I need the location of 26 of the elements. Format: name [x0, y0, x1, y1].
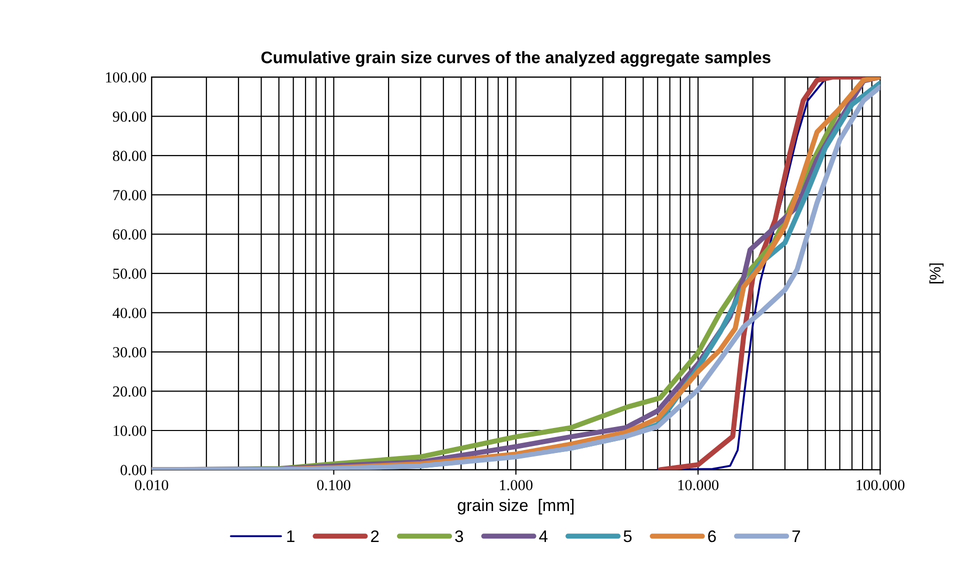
y-tick-label: 100.00 [106, 72, 146, 83]
y-tick-label: 40.00 [112, 308, 146, 318]
y-tick-label: 10.00 [114, 426, 146, 436]
x-tick-label: 10.000 [678, 480, 718, 490]
legend-label: 3 [455, 530, 464, 542]
y-tick-label: 20.00 [113, 386, 146, 397]
legend-label: 6 [708, 530, 716, 542]
y-tick-label: 80.00 [112, 150, 146, 162]
y-tick-label: 90.00 [112, 111, 146, 122]
legend-label: 7 [792, 530, 800, 542]
y-tick-label: 50.00 [113, 268, 146, 279]
y-tick-label: 60.00 [113, 229, 146, 240]
y-axis-title: [%] [929, 263, 944, 284]
x-axis-title: grain size [mm] [458, 498, 574, 514]
y-tick-label: 70.00 [113, 190, 146, 200]
legend-label: 5 [624, 530, 632, 542]
chart-title: Cumulative grain size curves of the analyzed aggregate samples [261, 51, 770, 67]
x-tick-label: 0.100 [317, 480, 350, 490]
x-tick-label: 100.000 [856, 480, 904, 490]
x-tick-label: 1.000 [500, 480, 532, 490]
legend-label: 2 [371, 530, 379, 542]
y-tick-label: 30.00 [113, 347, 146, 358]
legend-label: 4 [539, 530, 548, 542]
y-tick-label: 0.00 [120, 464, 146, 476]
legend-label: 1 [287, 530, 294, 542]
x-tick-label: 0.010 [134, 480, 168, 490]
